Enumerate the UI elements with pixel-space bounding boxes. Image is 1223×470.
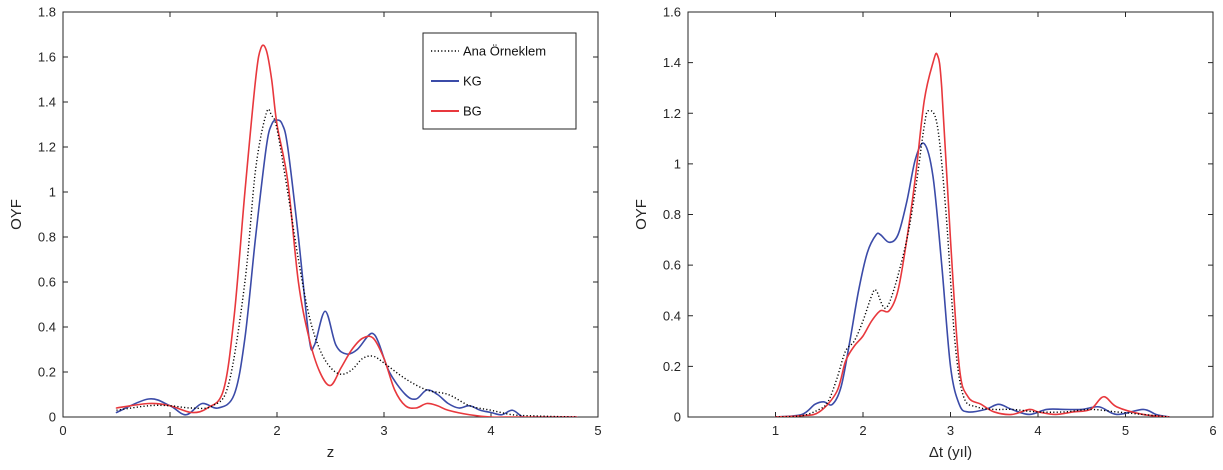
chart-0-x-tick-label: 4 [487, 423, 494, 438]
legend-label: Ana Örneklem [463, 44, 546, 59]
chart-0-y-tick-label: 1.8 [38, 5, 56, 20]
chart-1-x-tick-label: 4 [1034, 423, 1041, 438]
chart-1-y-tick-label: 0.6 [663, 258, 681, 273]
legend-label: BG [463, 104, 482, 119]
chart-1-y-tick-label: 0 [674, 410, 681, 425]
chart-1-y-tick-label: 1.2 [663, 106, 681, 121]
chart-1-x-tick-label: 5 [1122, 423, 1129, 438]
chart-0-y-tick-label: 1.2 [38, 140, 56, 155]
legend: Ana Örneklem KG BG [422, 32, 577, 130]
chart-1-y-tick-label: 0.4 [663, 308, 681, 323]
chart-0-x-axis-label: z [327, 444, 335, 461]
chart-0-y-tick-label: 0.6 [38, 275, 56, 290]
chart-0-y-tick-label: 0.4 [38, 320, 56, 335]
chart-0-y-axis-label: OYF [8, 199, 25, 230]
chart-1-y-axis-label: OYF [633, 199, 650, 230]
chart-1-y-tick-label: 1 [674, 156, 681, 171]
chart-1-x-tick-label: 1 [772, 423, 779, 438]
chart-0-y-tick-label: 0.8 [38, 230, 56, 245]
chart-1-x-axis-label: Δt (yıl) [929, 444, 972, 461]
chart-0-x-tick-label: 0 [59, 423, 66, 438]
chart-0-x-tick-label: 5 [594, 423, 601, 438]
chart-0-x-tick-label: 3 [380, 423, 387, 438]
chart-0-x-tick-label: 1 [166, 423, 173, 438]
chart-0-y-tick-label: 1 [49, 185, 56, 200]
chart-0-x-tick-label: 2 [273, 423, 280, 438]
chart-1-x-tick-label: 6 [1209, 423, 1216, 438]
chart-1-series-bg [774, 52, 1171, 417]
right-chart: 1 2 3 4 5 6 0 0.2 0.4 0.6 0.8 1 1.2 1.4 1.6 Δt (yıl) OYF [633, 5, 1217, 462]
chart-1-y-tick-label: 0.8 [663, 207, 681, 222]
chart-1-axes-box [687, 11, 1214, 418]
chart-0-series-bg [115, 44, 578, 417]
chart-1-y-tick-label: 1.6 [663, 5, 681, 20]
chart-0-y-tick-label: 1.6 [38, 50, 56, 65]
legend-label: KG [463, 74, 482, 89]
chart-1-y-tick-label: 0.2 [663, 359, 681, 374]
chart-0-y-tick-label: 0.2 [38, 365, 56, 380]
chart-1-series-kg [774, 142, 1171, 417]
chart-1-series-ana-örneklem [775, 109, 1170, 417]
chart-1-y-tick-label: 1.4 [663, 55, 681, 70]
left-chart: 0 1 2 3 4 5 0 0.2 0.4 0.6 0.8 1 1.2 1.4 1.6 1.8 z OYF Ana … [8, 5, 602, 462]
chart-1-x-tick-label: 3 [947, 423, 954, 438]
chart-0-y-tick-label: 1.4 [38, 95, 56, 110]
chart-0-y-tick-label: 0 [49, 410, 56, 425]
chart-0-series-ana-örneklem [116, 108, 577, 417]
chart-0-series-kg [115, 119, 578, 417]
chart-1-x-tick-label: 2 [859, 423, 866, 438]
